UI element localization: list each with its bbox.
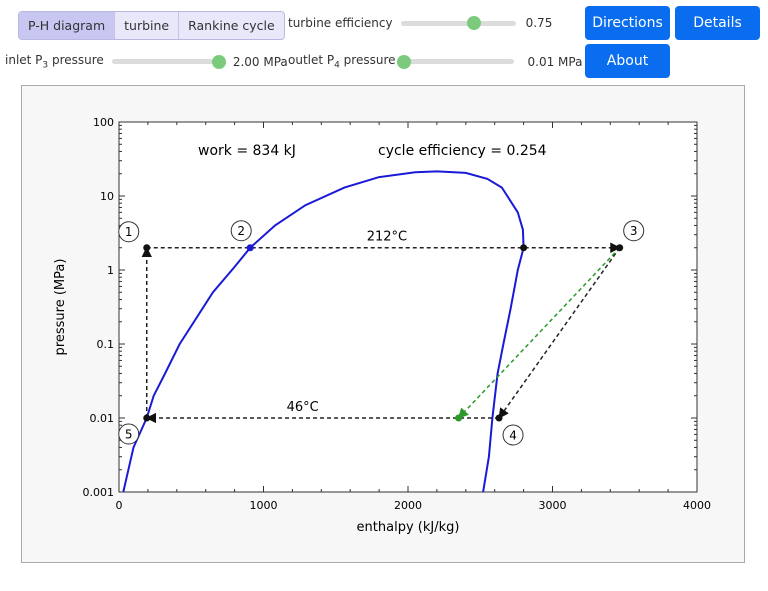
state-label-circle-3 [623,220,645,242]
y-tick-label: 1 [107,264,114,277]
view-tabs: P-H diagram turbine Rankine cycle [18,11,285,40]
outlet-pressure-label: outlet P4 pressure [288,53,396,71]
outlet-pressure-value: 0.01 MPa [527,54,583,69]
state-point-1 [143,244,151,252]
state-point-5 [143,414,151,422]
inlet-pressure-slider-thumb[interactable] [211,54,226,69]
state-label-2: 2 [237,224,245,238]
inlet-pressure-label: inlet P3 pressure [5,53,104,71]
low-temperature-label: 46°C [287,400,319,415]
ph-diagram-chart: 0 1000 2000 3000 4000 0.001 0.01 0.1 1 10 100 1 2 3 4… [53,116,711,535]
outlet-pressure-slider-thumb[interactable] [396,54,411,69]
tab-ph-diagram[interactable]: P-H diagram [19,12,116,39]
x-tick-label: 3000 [539,499,567,512]
state-point-3 [616,244,624,252]
y-tick-label: 0.1 [97,338,115,351]
x-tick-label: 2000 [394,499,422,512]
high-temperature-label: 212°C [367,230,407,245]
state-label-circle-5 [118,423,140,445]
inlet-pressure-slider[interactable] [111,54,226,69]
inlet-pressure-control: inlet P3 pressure 2.00 MPa [5,53,288,70]
state-label-1: 1 [125,225,133,239]
turbine-efficiency-control: turbine efficiency 0.75 [288,16,552,30]
state-label-circle-2 [230,220,252,242]
x-tick-label: 1000 [250,499,278,512]
outlet-pressure-control: outlet P4 pressure 0.01 MPa [288,53,582,70]
plot-area [118,121,698,493]
efficiency-annotation: cycle efficiency = 0.254 [378,143,547,159]
state-point-2 [246,244,254,252]
y-tick-label: 100 [93,116,114,129]
state-point-4s [455,414,463,422]
chart-panel: 0 1000 2000 3000 4000 0.001 0.01 0.1 1 10 100 1 2 3 4… [21,85,745,563]
tab-turbine[interactable]: turbine [115,12,180,39]
directions-button[interactable]: Directions [585,6,670,40]
turbine-efficiency-value: 0.75 [525,16,553,30]
turbine-efficiency-label: turbine efficiency [288,16,393,30]
y-tick-label: 10 [100,190,114,203]
state-point-sat [520,244,528,252]
state-label-5: 5 [125,428,133,442]
state-label-circle-4 [502,424,524,446]
state-label-3: 3 [630,224,638,238]
tab-rankine-cycle[interactable]: Rankine cycle [179,12,284,39]
turbine-efficiency-slider[interactable] [400,16,516,30]
state-label-circle-1 [118,221,140,243]
y-tick-label: 0.001 [83,486,115,499]
details-button[interactable]: Details [675,6,760,40]
y-tick-label: 0.01 [90,412,115,425]
y-axis-label: pressure (MPa) [53,259,68,356]
x-tick-label: 0 [116,499,123,512]
x-tick-label: 4000 [683,499,711,512]
work-annotation: work = 834 kJ [198,143,296,159]
inlet-pressure-value: 2.00 MPa [232,54,288,69]
x-axis-label: enthalpy (kJ/kg) [357,520,460,535]
outlet-pressure-slider[interactable] [396,54,514,69]
saturation-dome-curve [122,170,525,492]
turbine-efficiency-slider-thumb[interactable] [467,16,482,30]
about-button[interactable]: About [585,44,670,78]
state-label-4: 4 [509,429,517,443]
state-point-4 [495,414,503,422]
